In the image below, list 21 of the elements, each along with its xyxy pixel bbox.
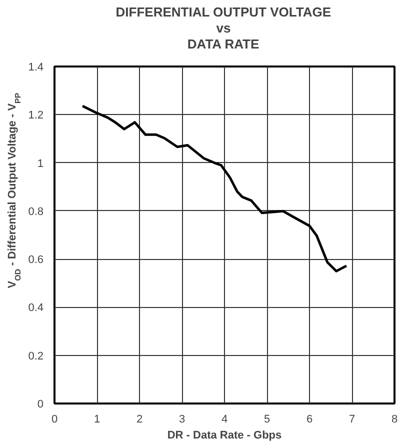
chart-title: DIFFERENTIAL OUTPUT VOLTAGE vs DATA RATE (116, 4, 332, 52)
y-tick-label: 1.4 (28, 62, 44, 74)
x-tick-label: 3 (178, 414, 186, 426)
x-tick-label: 1 (94, 414, 100, 426)
y-axis-title: VOD - Differential Output Voltage - VPP (6, 92, 22, 288)
x-tick-label: 8 (391, 414, 398, 426)
y-tick-label: 0.8 (28, 206, 44, 218)
x-tick-label: 4 (221, 414, 228, 426)
x-tick-label: 7 (348, 414, 356, 426)
y-tick-label: 1.2 (28, 110, 44, 122)
y-tick-label: 1 (37, 158, 44, 170)
y-tick-label: 0.4 (28, 302, 44, 314)
line-series (81, 104, 348, 272)
x-tick-label: 2 (136, 414, 143, 426)
x-tick-label: 6 (306, 414, 313, 426)
y-tick-label: 0 (37, 398, 44, 410)
x-axis-title: DR - Data Rate - Gbps (167, 430, 282, 442)
x-tick-label: 0 (51, 414, 58, 426)
y-tick-label: 0.6 (28, 254, 44, 266)
y-tick-label: 0.2 (28, 350, 44, 362)
x-tick-label: 5 (264, 414, 270, 426)
